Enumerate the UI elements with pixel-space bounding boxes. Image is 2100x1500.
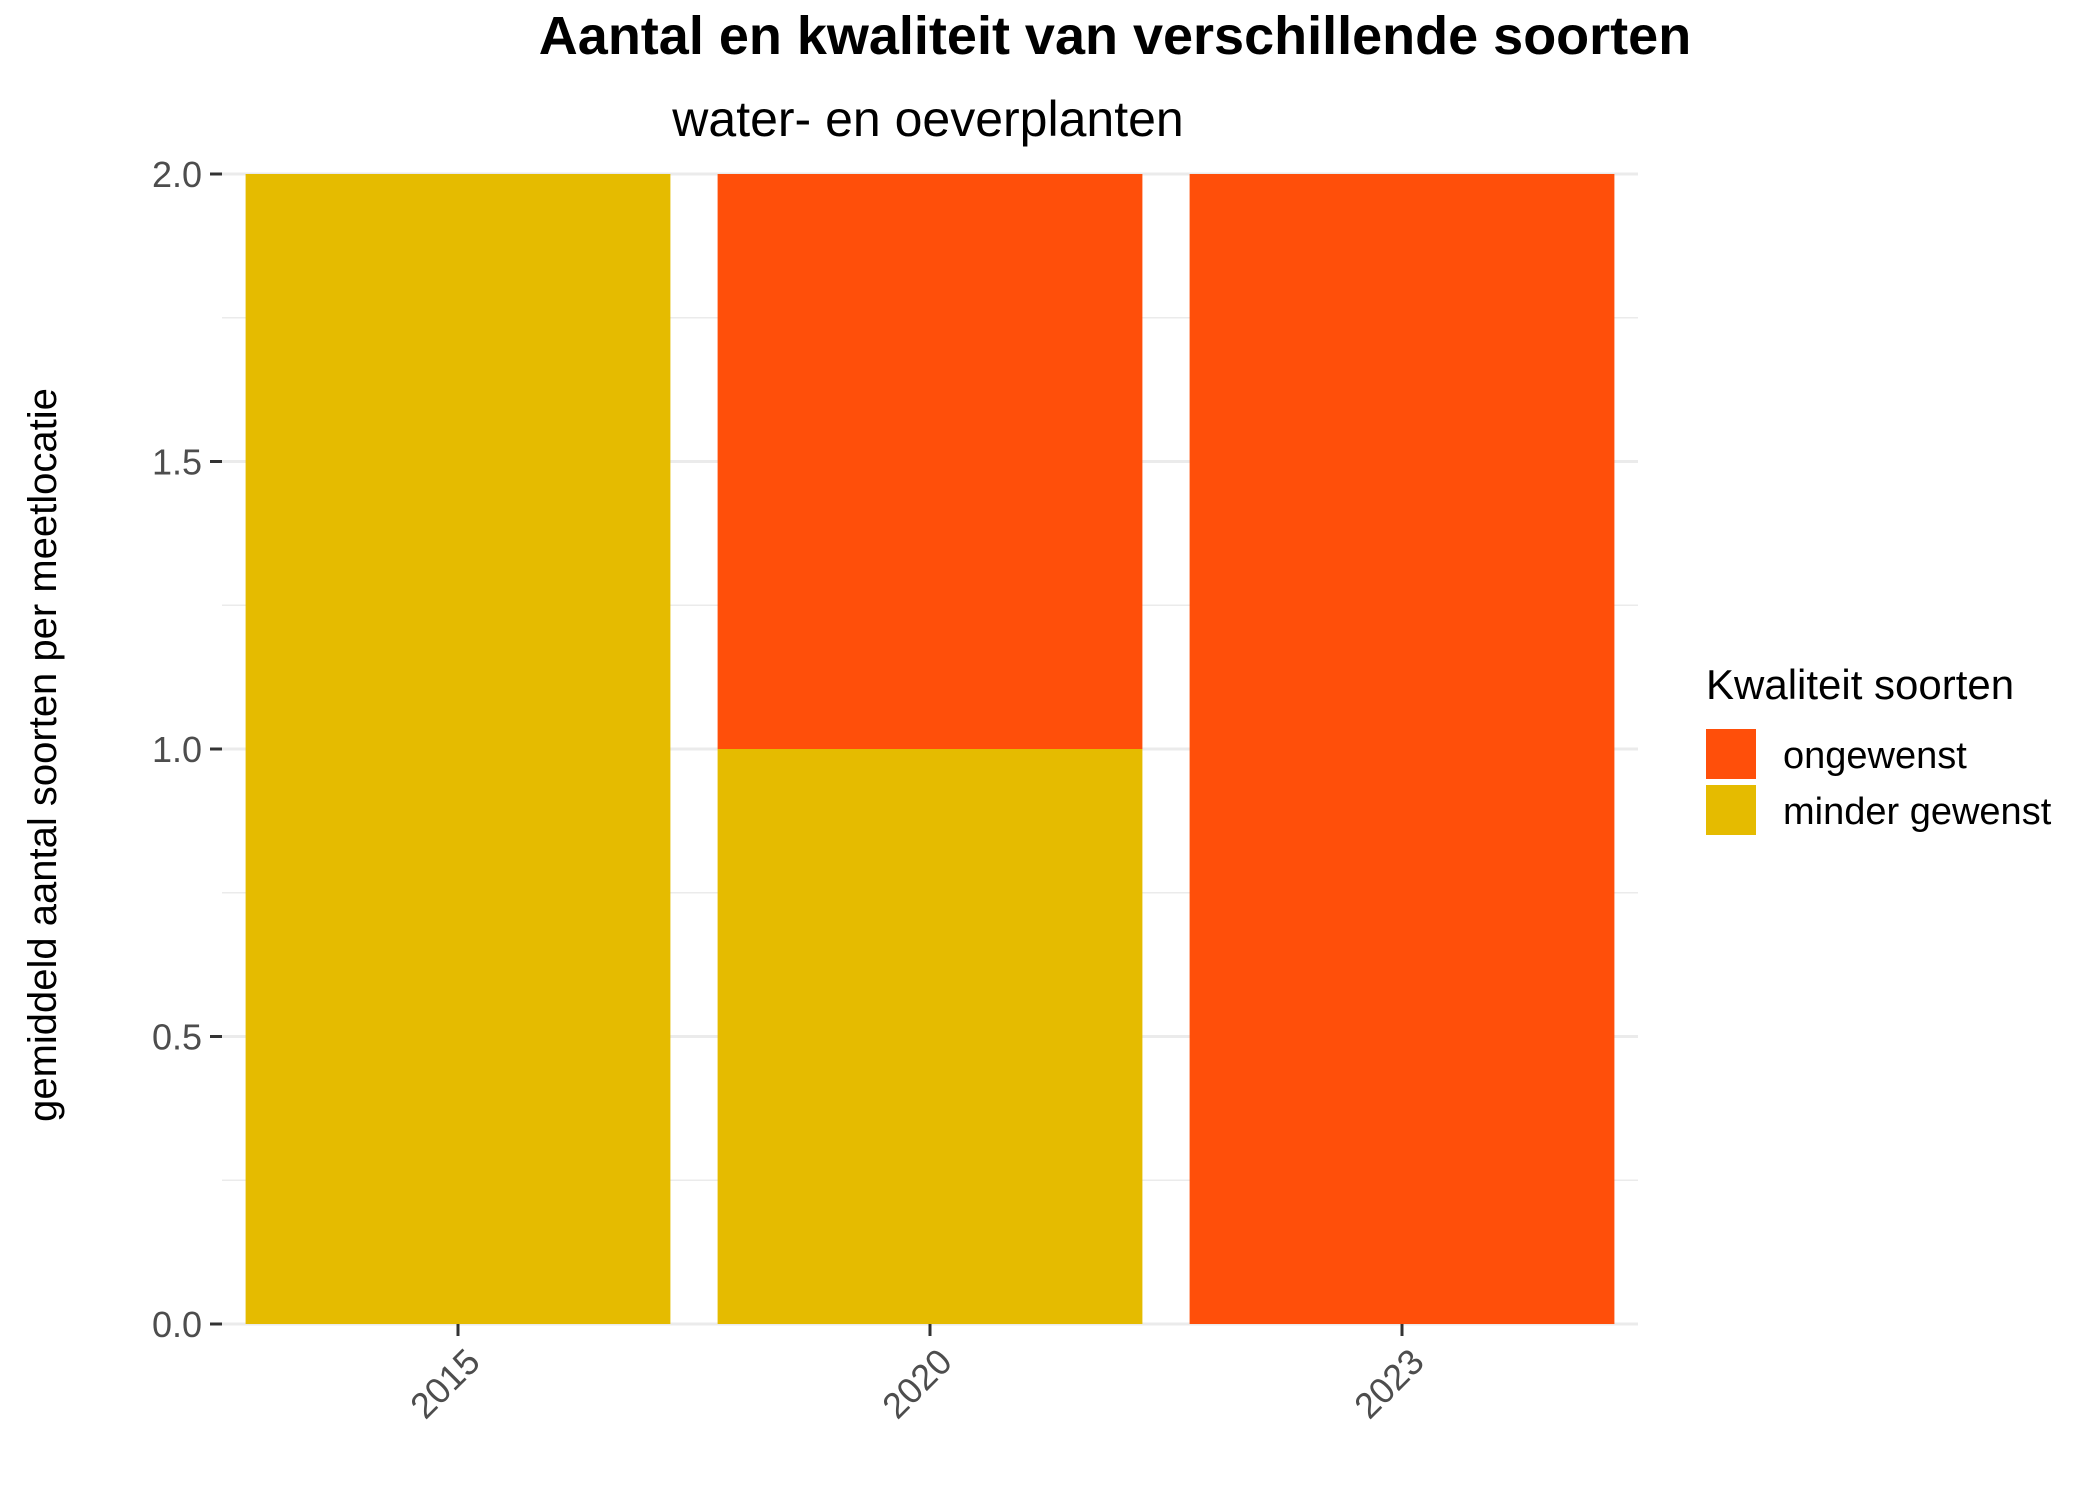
legend-items: ongewenst minder gewenst xyxy=(1706,729,2052,835)
y-axis: 0.0 0.5 1.0 1.5 2.0 xyxy=(152,154,222,1345)
x-tick-label: 2023 xyxy=(1346,1341,1432,1427)
bar-2023-ongewenst xyxy=(1189,174,1615,1324)
bar-2020-ongewenst xyxy=(717,174,1143,749)
legend-label: ongewenst xyxy=(1783,735,1967,777)
y-tick-label: 2.0 xyxy=(152,154,202,195)
x-tick-label: 2020 xyxy=(874,1341,960,1427)
y-tick-label: 1.5 xyxy=(152,442,202,483)
y-tick-label: 1.0 xyxy=(152,729,202,770)
y-tick-label: 0.5 xyxy=(152,1017,202,1058)
y-axis-title: gemiddeld aantal soorten per meetlocatie xyxy=(21,388,65,1122)
legend-title: Kwaliteit soorten xyxy=(1706,661,2014,708)
x-tick-label: 2015 xyxy=(402,1341,488,1427)
legend-label: minder gewenst xyxy=(1783,791,2052,833)
y-tick-label: 0.0 xyxy=(152,1304,202,1345)
bar-2020-minder-gewenst xyxy=(717,749,1143,1324)
bars xyxy=(245,174,1615,1324)
bar-2015-minder-gewenst xyxy=(245,174,671,1324)
x-axis: 2015 2020 2023 xyxy=(402,1324,1432,1426)
chart-subtitle: water- en oeverplanten xyxy=(671,91,1183,147)
legend-key xyxy=(1706,729,1756,779)
chart-title: Aantal en kwaliteit van verschillende so… xyxy=(539,6,1691,66)
legend-key xyxy=(1706,785,1756,835)
legend: Kwaliteit soorten ongewenst minder gewens… xyxy=(1706,661,2052,835)
